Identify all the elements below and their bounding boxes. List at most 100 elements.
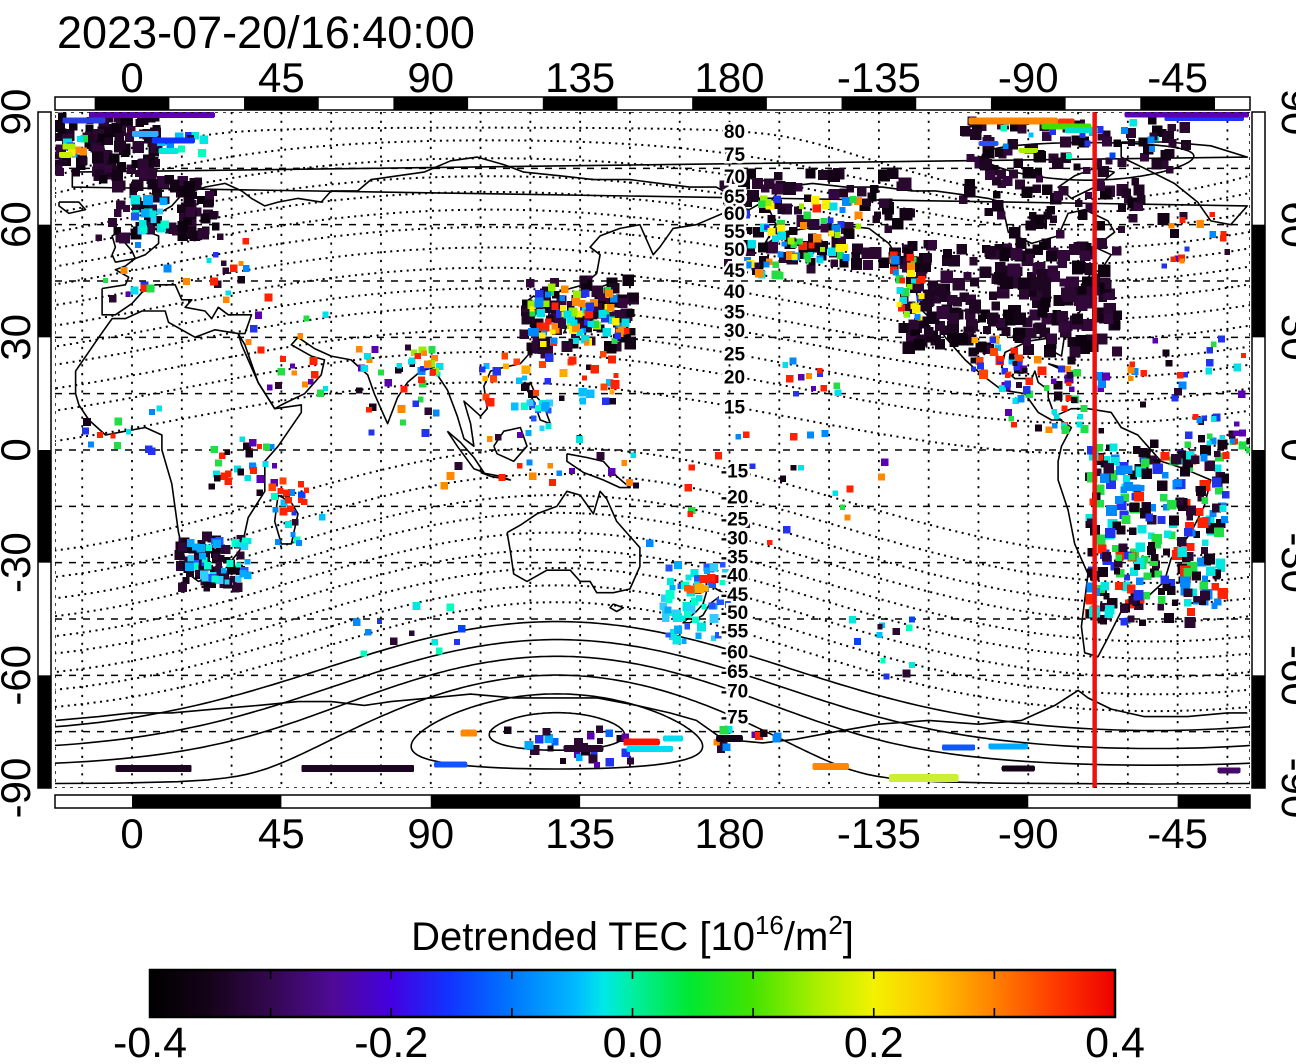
data-point	[1069, 346, 1081, 358]
data-point	[1032, 184, 1041, 193]
lon-tick-label-top: -45	[1147, 54, 1208, 101]
data-point	[626, 309, 635, 318]
data-point	[877, 624, 883, 630]
data-point	[1000, 125, 1007, 132]
data-point	[1022, 337, 1032, 346]
data-point	[93, 145, 105, 158]
data-point	[1241, 353, 1247, 359]
data-point	[1184, 441, 1191, 448]
data-point	[777, 251, 784, 258]
data-point	[1085, 202, 1095, 213]
data-point	[183, 197, 195, 208]
zebra-top	[54, 96, 1251, 111]
data-point	[1120, 618, 1128, 626]
data-point	[561, 341, 573, 352]
data-point	[1207, 433, 1213, 439]
data-point	[856, 186, 867, 197]
data-point	[1117, 203, 1126, 212]
data-point	[958, 195, 968, 205]
data-point	[397, 405, 406, 413]
data-point	[751, 178, 763, 190]
data-point	[495, 434, 502, 441]
data-point	[1211, 602, 1218, 609]
data-point	[446, 472, 455, 480]
data-point	[1093, 312, 1104, 323]
data-point	[573, 338, 579, 344]
data-point	[1119, 510, 1129, 520]
data-point	[197, 227, 210, 240]
data-point	[982, 146, 995, 159]
data-point	[202, 531, 212, 542]
data-point	[672, 635, 682, 645]
data-point	[530, 415, 537, 422]
data-point	[297, 481, 305, 488]
zebra-top-black	[1140, 97, 1215, 110]
data-point	[544, 353, 554, 363]
data-point	[303, 487, 310, 493]
data-point	[109, 153, 120, 164]
data-point	[163, 264, 172, 273]
data-point	[903, 247, 914, 258]
data-point	[1106, 478, 1117, 489]
data-point	[214, 459, 222, 467]
data-point	[1085, 593, 1096, 605]
data-point	[364, 628, 372, 636]
data-point	[729, 200, 739, 211]
data-point	[972, 122, 982, 133]
data-point	[1183, 588, 1193, 598]
data-point	[1049, 215, 1058, 223]
data-point	[245, 338, 252, 346]
data-point	[622, 274, 635, 286]
data-point	[1127, 470, 1137, 480]
data-point	[187, 555, 194, 562]
data-streak	[62, 117, 106, 124]
data-point	[1058, 365, 1065, 373]
data-point	[1145, 513, 1154, 522]
data-point	[131, 179, 144, 191]
data-point	[810, 195, 820, 205]
data-point	[946, 321, 959, 334]
contour-label: -55	[721, 622, 749, 643]
data-point	[839, 259, 849, 268]
data-point	[539, 332, 546, 339]
data-point	[919, 298, 932, 312]
data-point	[412, 601, 421, 610]
data-point	[200, 213, 211, 224]
data-point	[927, 240, 937, 250]
data-point	[988, 291, 998, 300]
data-point	[585, 302, 594, 311]
data-point	[183, 278, 191, 286]
data-point	[525, 430, 532, 437]
data-point	[545, 318, 552, 325]
data-point	[1201, 546, 1208, 554]
data-point	[1097, 133, 1105, 141]
data-point	[1162, 349, 1170, 357]
data-point	[203, 584, 210, 592]
data-point	[687, 511, 694, 517]
data-point	[146, 284, 155, 293]
data-point	[969, 257, 978, 266]
data-point	[625, 479, 633, 486]
data-point	[964, 308, 976, 320]
data-point	[559, 395, 565, 401]
data-point	[412, 400, 419, 407]
data-streak	[978, 141, 999, 146]
data-streak	[623, 738, 660, 746]
data-point	[1067, 337, 1078, 348]
data-point	[1176, 536, 1187, 547]
data-point	[1238, 441, 1247, 450]
data-point	[646, 539, 654, 547]
data-point	[1214, 450, 1221, 458]
data-point	[1135, 466, 1147, 478]
data-point	[628, 327, 636, 336]
data-point	[81, 427, 89, 435]
contour-label: -70	[721, 682, 748, 703]
data-point	[578, 300, 586, 308]
data-point	[1124, 465, 1133, 474]
data-point	[594, 762, 601, 769]
data-point	[998, 385, 1006, 393]
data-point	[1246, 446, 1250, 454]
data-point	[182, 576, 190, 585]
data-point	[583, 340, 590, 346]
data-point	[1170, 256, 1176, 262]
